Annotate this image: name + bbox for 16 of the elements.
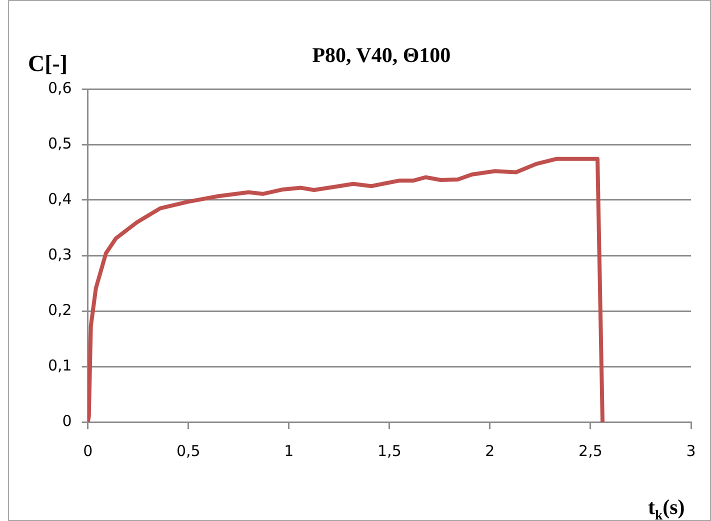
y-tick-label: 0,5	[48, 134, 72, 152]
x-tick-label: 0,5	[176, 442, 200, 460]
x-tick-label: 0	[83, 442, 93, 460]
x-tick-label: 3	[686, 442, 696, 460]
y-axis-title: C[-]	[28, 51, 68, 76]
y-tick-label: 0,1	[48, 356, 72, 374]
x-tick-label: 2,5	[578, 442, 602, 460]
chart-title: P80, V40, Θ100	[312, 43, 451, 67]
y-tick-label: 0,2	[48, 300, 72, 319]
x-tick-label: 1	[284, 442, 294, 460]
y-tick-label: 0	[62, 412, 72, 430]
y-tick-label: 0,4	[48, 190, 72, 208]
y-tick-label: 0,6	[48, 78, 72, 97]
y-tick-label: 0,3	[48, 245, 72, 264]
x-tick-label: 1,5	[378, 442, 402, 460]
x-tick-label: 2	[485, 442, 495, 460]
